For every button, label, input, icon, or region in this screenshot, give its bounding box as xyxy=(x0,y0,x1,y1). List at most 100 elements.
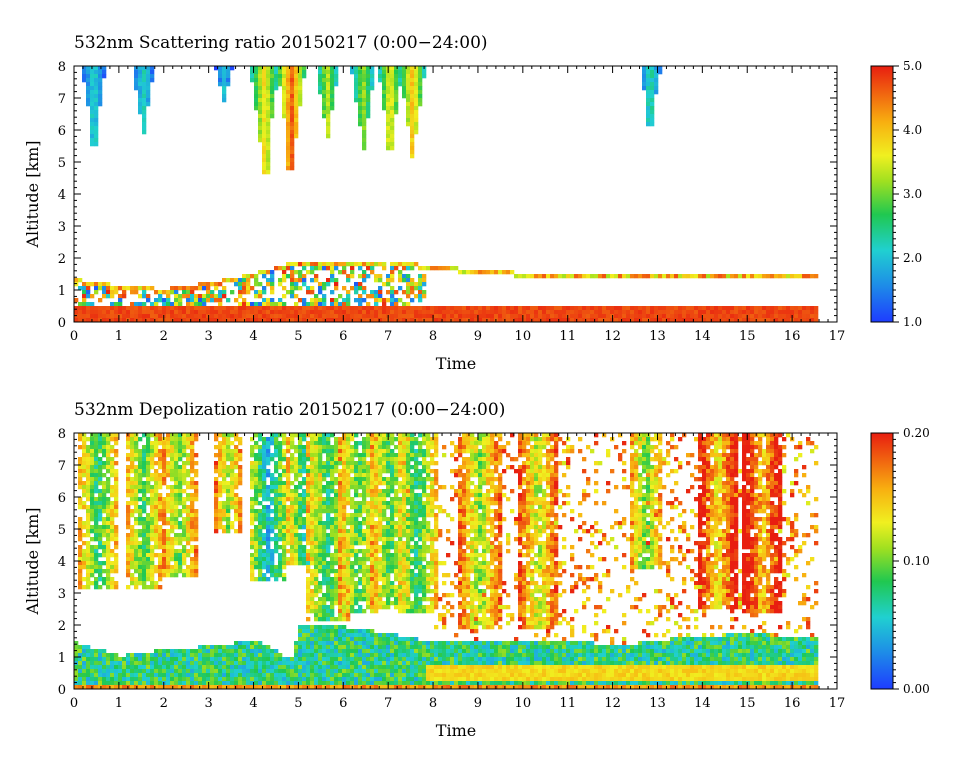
field-cell xyxy=(162,649,167,654)
field-cell xyxy=(86,286,91,291)
field-cell xyxy=(382,90,387,95)
field-cell xyxy=(318,473,323,478)
field-cell xyxy=(234,473,239,478)
field-cell xyxy=(142,497,147,502)
field-cell xyxy=(326,262,331,267)
field-cell xyxy=(294,661,299,666)
field-cell xyxy=(302,318,307,323)
field-cell xyxy=(166,541,171,546)
field-cell xyxy=(342,441,347,446)
field-cell xyxy=(322,521,327,526)
field-cell xyxy=(78,457,83,462)
field-cell xyxy=(310,637,315,642)
field-cell xyxy=(654,78,659,83)
field-cell xyxy=(290,286,295,291)
field-cell xyxy=(258,66,263,71)
field-cell xyxy=(214,673,219,678)
field-cell xyxy=(302,501,307,506)
field-cell xyxy=(654,66,659,71)
field-cell xyxy=(694,314,699,319)
field-cell xyxy=(322,441,327,446)
field-cell xyxy=(302,521,307,526)
field-cell xyxy=(390,78,395,83)
field-cell xyxy=(86,545,91,550)
field-cell xyxy=(346,314,351,319)
field-cell xyxy=(166,437,171,442)
field-cell xyxy=(86,553,91,558)
field-cell xyxy=(394,290,399,295)
field-cell xyxy=(246,645,251,650)
field-cell xyxy=(314,262,319,267)
field-cell xyxy=(642,86,647,91)
field-cell xyxy=(150,565,155,570)
field-cell xyxy=(250,78,255,83)
field-cell xyxy=(306,669,311,674)
field-cell xyxy=(470,310,475,315)
field-cell xyxy=(226,441,231,446)
field-cell xyxy=(110,437,115,442)
field-cell xyxy=(306,601,311,606)
field-cell xyxy=(158,677,163,682)
field-cell xyxy=(134,318,139,323)
field-cell xyxy=(270,653,275,658)
field-cell xyxy=(106,445,111,450)
field-cell xyxy=(378,70,383,75)
field-cell xyxy=(330,537,335,542)
field-cell xyxy=(174,461,179,466)
field-cell xyxy=(290,310,295,315)
field-cell xyxy=(242,661,247,666)
field-cell xyxy=(102,441,107,446)
field-cell xyxy=(298,497,303,502)
field-cell xyxy=(318,569,323,574)
field-cell xyxy=(294,561,299,566)
field-cell xyxy=(326,513,331,518)
field-cell xyxy=(178,561,183,566)
field-cell xyxy=(294,66,299,71)
field-cell xyxy=(154,481,159,486)
field-cell xyxy=(670,314,675,319)
field-cell xyxy=(322,90,327,95)
field-cell xyxy=(294,282,299,287)
field-cell xyxy=(82,585,87,590)
field-cell xyxy=(114,501,119,506)
field-cell xyxy=(246,310,251,315)
field-cell xyxy=(682,314,687,319)
field-cell xyxy=(286,541,291,546)
field-cell xyxy=(306,318,311,323)
field-cell xyxy=(298,457,303,462)
field-cell xyxy=(278,445,283,450)
field-cell xyxy=(258,437,263,442)
field-cell xyxy=(174,673,179,678)
field-cell xyxy=(230,653,235,658)
field-cell xyxy=(138,314,143,319)
field-cell xyxy=(182,681,187,686)
field-cell xyxy=(126,306,131,311)
field-cell xyxy=(642,314,647,319)
field-cell xyxy=(150,537,155,542)
field-cell xyxy=(166,681,171,686)
field-cell xyxy=(302,278,307,283)
field-cell xyxy=(710,274,715,279)
field-cell xyxy=(190,310,195,315)
field-cell xyxy=(102,541,107,546)
field-cell xyxy=(210,653,215,658)
field-cell xyxy=(354,98,359,103)
field-cell xyxy=(538,310,543,315)
field-cell xyxy=(382,266,387,271)
field-cell xyxy=(302,437,307,442)
field-cell xyxy=(410,106,415,111)
field-cell xyxy=(286,449,291,454)
field-cell xyxy=(310,477,315,482)
field-cell xyxy=(154,433,159,438)
field-cell xyxy=(366,294,371,299)
field-cell xyxy=(342,645,347,650)
field-cell xyxy=(410,114,415,119)
field-cell xyxy=(334,74,339,79)
field-cell xyxy=(634,306,639,311)
field-cell xyxy=(322,501,327,506)
field-cell xyxy=(142,453,147,458)
field-cell xyxy=(294,126,299,131)
y-tick-label: 1 xyxy=(58,284,66,299)
field-cell xyxy=(414,106,419,111)
field-cell xyxy=(342,477,347,482)
